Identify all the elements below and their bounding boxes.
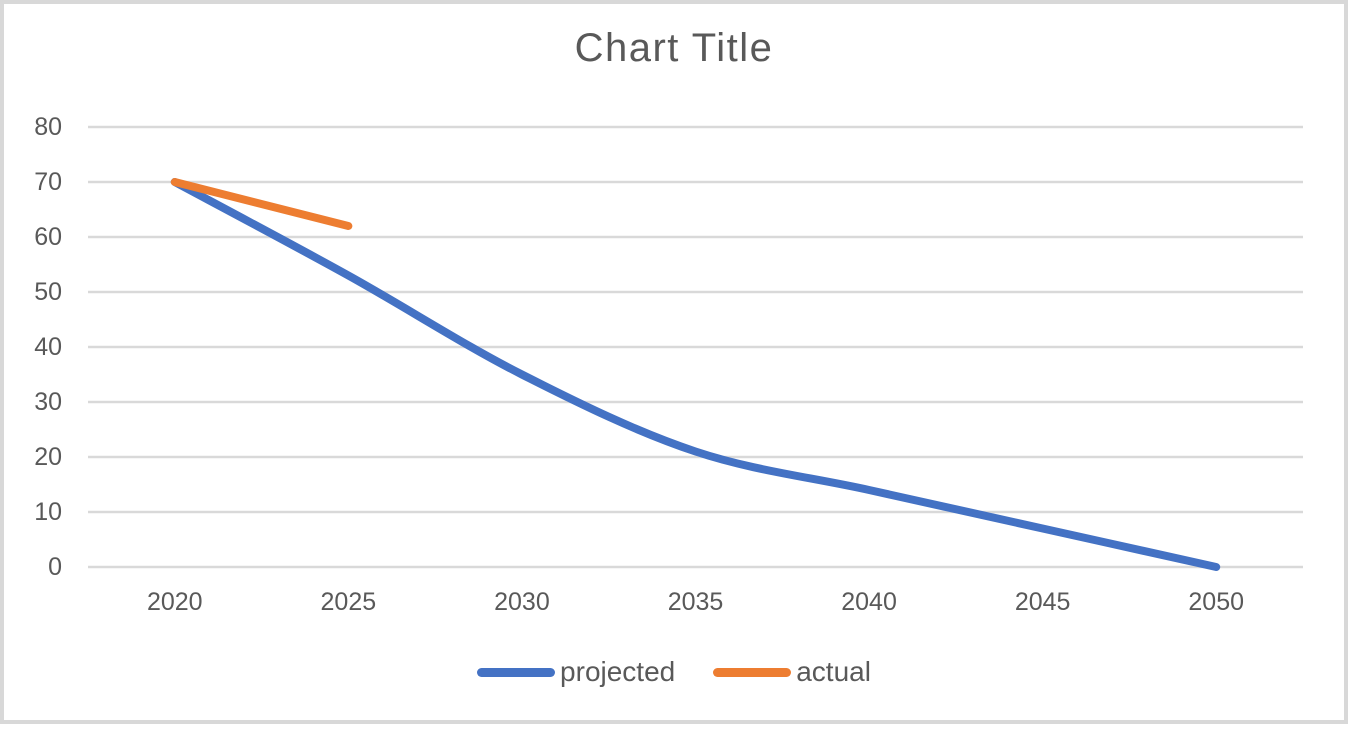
legend-item-actual: actual: [713, 656, 871, 688]
legend-item-projected: projected: [477, 656, 675, 688]
y-tick-label-40: 40: [34, 332, 62, 361]
x-tick-label-2040: 2040: [841, 588, 897, 616]
y-tick-label-70: 70: [34, 167, 62, 196]
y-tick-label-60: 60: [34, 222, 62, 251]
y-tick-label-20: 20: [34, 442, 62, 471]
chart-frame: [0, 0, 1348, 724]
legend-swatch-projected: [477, 667, 556, 677]
y-tick-label-80: 80: [34, 112, 62, 141]
y-tick-label-30: 30: [34, 387, 62, 416]
series-line-projected: [170, 178, 1221, 571]
y-tick-label-50: 50: [34, 277, 62, 306]
x-tick-label-2050: 2050: [1188, 588, 1245, 616]
y-tick-label-10: 10: [34, 497, 62, 526]
x-tick-label-2025: 2025: [320, 588, 377, 616]
legend-swatch-actual: [713, 667, 792, 677]
x-tick-label-2020: 2020: [146, 588, 203, 616]
x-tick-label-2030: 2030: [494, 588, 550, 616]
x-tick-label-2035: 2035: [667, 588, 724, 616]
x-tick-label-2045: 2045: [1014, 588, 1071, 616]
legend-label-actual: actual: [796, 656, 871, 687]
y-tick-label-0: 0: [48, 552, 62, 581]
series-line-actual: [170, 178, 353, 230]
legend-label-projected: projected: [560, 656, 676, 687]
chart-title: Chart Title: [574, 26, 774, 70]
legend: projected actual: [0, 656, 1348, 688]
